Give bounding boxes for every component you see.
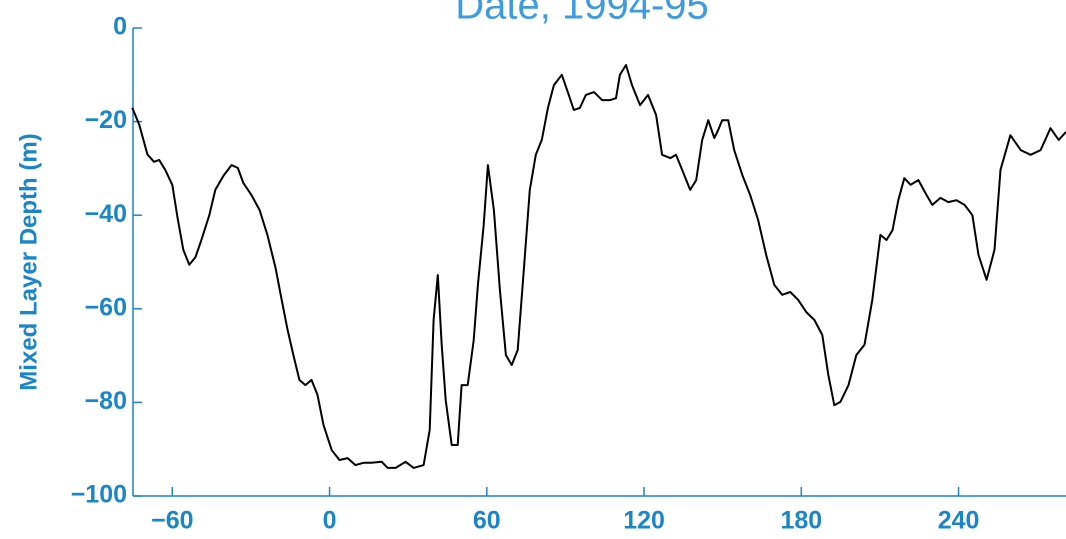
data-line bbox=[131, 64, 1066, 469]
x-tick-label: 60 bbox=[473, 507, 501, 535]
chart-title: Date, 1994-95 bbox=[455, 0, 709, 28]
x-tick-label: 120 bbox=[623, 507, 665, 535]
y-tick-label: −40 bbox=[85, 200, 127, 228]
x-tick-label: 0 bbox=[323, 507, 337, 535]
x-tick-label: 180 bbox=[780, 507, 822, 535]
y-tick-label: −20 bbox=[85, 106, 127, 134]
y-tick-label: −100 bbox=[71, 481, 127, 509]
y-tick-label: −80 bbox=[85, 387, 127, 415]
x-tick-label: −60 bbox=[151, 507, 193, 535]
y-tick-label: −60 bbox=[85, 293, 127, 321]
x-tick-label: 240 bbox=[938, 507, 980, 535]
y-axis-label: Mixed Layer Depth (m) bbox=[15, 133, 42, 390]
y-tick-label: 0 bbox=[113, 13, 127, 41]
